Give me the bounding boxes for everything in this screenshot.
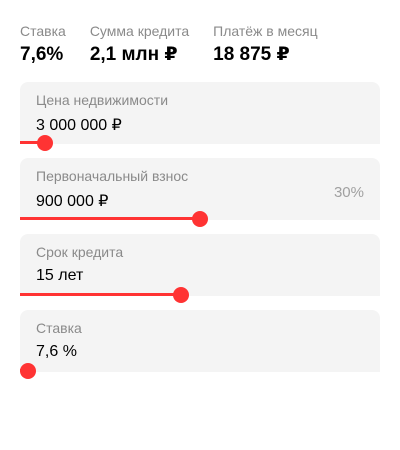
summary-rate-label: Ставка xyxy=(20,23,66,39)
property-price-field[interactable]: Цена недвижимости 3 000 000 ₽ xyxy=(20,82,380,151)
loan-term-field[interactable]: Срок кредита 15 лет xyxy=(20,234,380,303)
summary-rate-value: 7,6% xyxy=(20,44,64,65)
summary-amount: Сумма кредита 2,1 млн ₽ xyxy=(90,22,189,68)
summary-payment-value: 18 875 ₽ xyxy=(213,44,290,65)
down-payment-label: Первоначальный взнос xyxy=(36,168,189,184)
rate-slider[interactable] xyxy=(20,358,380,379)
loan-term-slider[interactable] xyxy=(20,282,380,303)
property-price-label: Цена недвижимости xyxy=(36,92,169,108)
property-price-slider-fill xyxy=(20,141,45,144)
loan-term-input[interactable]: 15 лет xyxy=(36,267,84,284)
rate-field[interactable]: Ставка 7,6 % xyxy=(20,310,380,379)
loan-summary: Ставка 7,6% Сумма кредита 2,1 млн ₽ Плат… xyxy=(20,22,318,68)
rate-label: Ставка xyxy=(36,320,82,336)
down-payment-slider[interactable] xyxy=(20,206,380,227)
loan-term-label: Срок кредита xyxy=(36,244,124,260)
down-payment-percent: 30% xyxy=(333,184,364,201)
summary-rate: Ставка 7,6% xyxy=(20,22,66,68)
property-price-slider-thumb[interactable] xyxy=(37,135,53,151)
loan-term-slider-thumb[interactable] xyxy=(173,287,189,303)
summary-payment: Платёж в месяц 18 875 ₽ xyxy=(213,22,318,68)
down-payment-slider-thumb[interactable] xyxy=(192,211,208,227)
down-payment-input[interactable]: 900 000 ₽ xyxy=(36,193,109,210)
down-payment-field[interactable]: Первоначальный взнос 900 000 ₽ 30% xyxy=(20,158,380,227)
rate-slider-thumb[interactable] xyxy=(20,363,36,379)
property-price-input[interactable]: 3 000 000 ₽ xyxy=(36,117,122,134)
down-payment-slider-fill xyxy=(20,217,200,220)
summary-amount-label: Сумма кредита xyxy=(89,23,190,39)
summary-payment-label: Платёж в месяц xyxy=(213,23,318,39)
property-price-slider[interactable] xyxy=(20,130,380,151)
loan-term-slider-fill xyxy=(20,293,181,296)
rate-input[interactable]: 7,6 % xyxy=(36,343,77,360)
summary-amount-value: 2,1 млн ₽ xyxy=(89,44,178,65)
